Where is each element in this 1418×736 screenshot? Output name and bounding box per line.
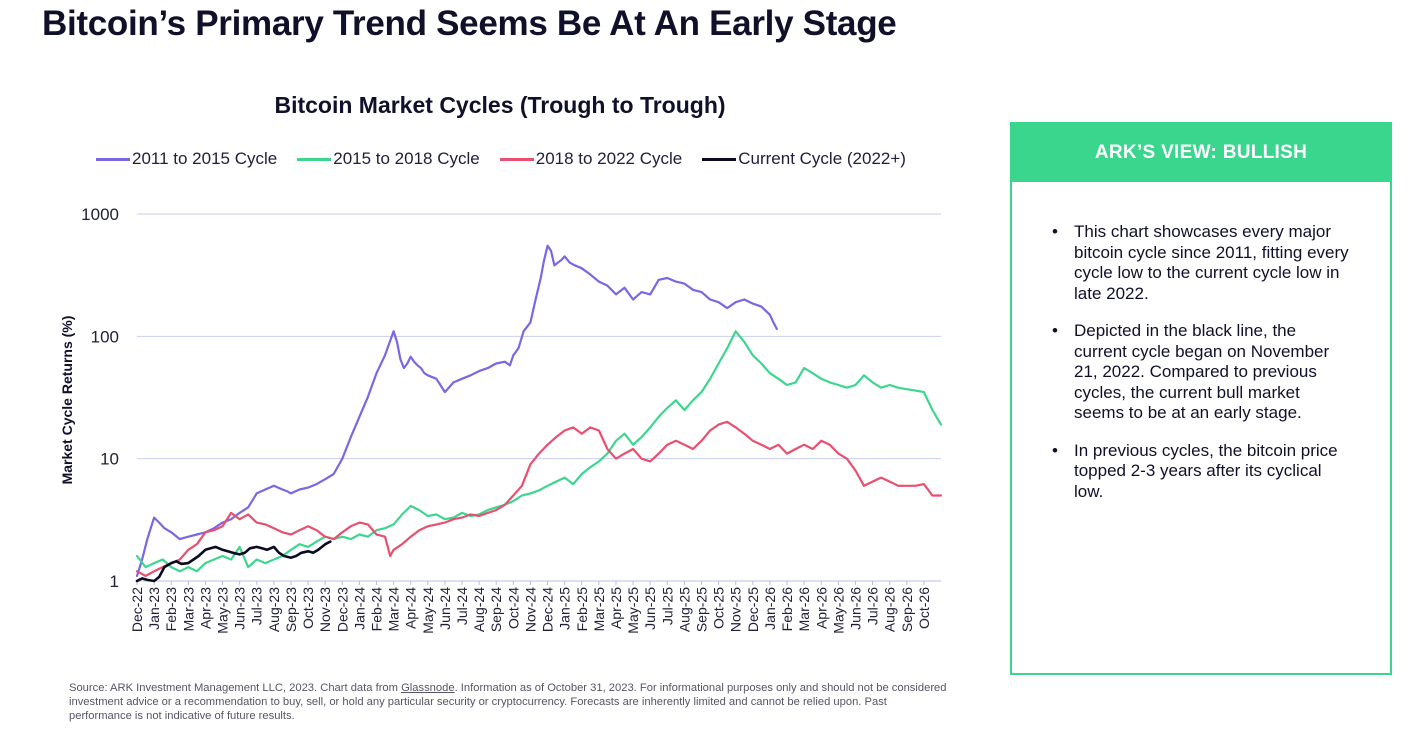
glassnode-link[interactable]: Glassnode — [401, 682, 455, 694]
x-tick-label-Nov-24: Nov-24 — [522, 587, 538, 632]
source-suffix: . Information as of October 31, 2023. Fo… — [69, 682, 947, 722]
x-tick-label-Jul-23: Jul-23 — [249, 587, 265, 625]
x-tick-label-Sep-25: Sep-25 — [694, 587, 710, 632]
chart-title: Bitcoin Market Cycles (Trough to Trough) — [274, 92, 726, 118]
x-tick-label-Mar-24: Mar-24 — [386, 587, 402, 632]
x-tick-label-Sep-26: Sep-26 — [899, 587, 915, 632]
x-tick-label-Jul-25: Jul-25 — [659, 587, 675, 625]
x-tick-label-Aug-26: Aug-26 — [882, 587, 898, 632]
x-tick-label-Apr-23: Apr-23 — [197, 587, 213, 629]
legend-item-2018: 2018 to 2022 Cycle — [499, 149, 683, 169]
x-tick-label-Oct-26: Oct-26 — [916, 587, 932, 629]
x-tick-label-Apr-24: Apr-24 — [403, 587, 419, 629]
x-tick-label-Jun-23: Jun-23 — [232, 587, 248, 630]
series-line-2018-2022 — [135, 420, 943, 577]
x-tick-label-May-25: May-25 — [625, 587, 641, 634]
page-title: Bitcoin’s Primary Trend Seems Be At An E… — [42, 4, 897, 43]
series-line-2011-2015 — [135, 244, 778, 577]
x-tick-label-Apr-26: Apr-26 — [813, 587, 829, 629]
x-tick-label-Feb-24: Feb-24 — [368, 587, 384, 632]
x-tick-label-May-23: May-23 — [215, 587, 231, 634]
arks-view-panel: ARK’S VIEW: BULLISH This chart showcases… — [1010, 122, 1392, 675]
legend-label-2011: 2011 to 2015 Cycle — [132, 149, 278, 168]
x-tick-label-Jul-24: Jul-24 — [454, 587, 470, 625]
legend-swatch-2015 — [297, 157, 332, 161]
x-tick-label-Jun-24: Jun-24 — [437, 587, 453, 630]
chart-legend: 2011 to 2015 Cycle 2015 to 2018 Cycle 20… — [96, 149, 906, 169]
x-tick-label-Apr-25: Apr-25 — [608, 587, 624, 629]
source-note: Source: ARK Investment Management LLC, 2… — [69, 681, 949, 723]
legend-swatch-current — [702, 157, 737, 161]
x-tick-label-Dec-25: Dec-25 — [745, 587, 761, 632]
y-tick-label-10: 10 — [100, 450, 119, 469]
legend-item-2011: 2011 to 2015 Cycle — [96, 149, 277, 169]
x-tick-label-Feb-26: Feb-26 — [779, 587, 795, 632]
x-tick-label-Oct-24: Oct-24 — [505, 587, 521, 629]
legend-swatch-2011 — [96, 157, 130, 161]
x-tick-label-Feb-25: Feb-25 — [574, 587, 590, 632]
x-tick-label-Jan-24: Jan-24 — [351, 587, 367, 630]
x-tick-label-Jun-26: Jun-26 — [847, 587, 863, 630]
y-tick-label-100: 100 — [91, 327, 119, 346]
x-tick-label-Nov-25: Nov-25 — [728, 587, 744, 632]
legend-label-current: Current Cycle (2022+) — [738, 149, 906, 168]
x-tick-label-Mar-25: Mar-25 — [591, 587, 607, 632]
x-tick-label-Aug-24: Aug-24 — [471, 587, 487, 632]
x-tick-label-Jul-26: Jul-26 — [865, 587, 881, 625]
x-tick-label-Nov-23: Nov-23 — [317, 587, 333, 632]
x-tick-label-Jan-25: Jan-25 — [557, 587, 573, 630]
x-tick-label-Jan-23: Jan-23 — [146, 587, 162, 630]
legend-label-2015: 2015 to 2018 Cycle — [333, 149, 480, 168]
chart-plot: 1 10 100 1000 Dec-22 Jan-23 Feb-23 Mar-23 Apr-23… — [81, 205, 943, 634]
y-tick-label-1: 1 — [110, 572, 119, 591]
arks-view-header: ARK’S VIEW: BULLISH — [1012, 124, 1390, 182]
view-bullet-1: This chart showcases every major bitcoin… — [1052, 222, 1350, 304]
x-tick-label-Dec-24: Dec-24 — [540, 587, 556, 632]
arks-view-list: This chart showcases every major bitcoin… — [1012, 182, 1390, 502]
series-line-2015-2018 — [135, 330, 943, 573]
view-bullet-2: Depicted in the black line, the current … — [1052, 321, 1350, 424]
legend-label-2018: 2018 to 2022 Cycle — [535, 149, 683, 168]
x-tick-label-Mar-26: Mar-26 — [796, 587, 812, 632]
x-tick-label-Jun-25: Jun-25 — [642, 587, 658, 630]
series-line-current — [135, 540, 332, 583]
x-tick-label-Sep-23: Sep-23 — [283, 587, 299, 632]
source-prefix: Source: ARK Investment Management LLC, 2… — [69, 682, 402, 694]
x-tick-label-Aug-23: Aug-23 — [266, 587, 282, 632]
x-tick-label-Oct-23: Oct-23 — [300, 587, 316, 629]
x-tick-label-Jan-26: Jan-26 — [762, 587, 778, 630]
legend-swatch-2018 — [499, 157, 534, 161]
x-tick-label-Mar-23: Mar-23 — [180, 587, 196, 632]
x-tick-label-May-24: May-24 — [420, 587, 436, 634]
x-tick-label-Oct-25: Oct-25 — [711, 587, 727, 629]
view-bullet-3: In previous cycles, the bitcoin price to… — [1052, 441, 1350, 503]
x-tick-label-Aug-25: Aug-25 — [676, 587, 692, 632]
x-tick-label-Dec-23: Dec-23 — [334, 587, 350, 632]
x-tick-label-Dec-22: Dec-22 — [129, 587, 145, 632]
legend-item-2015: 2015 to 2018 Cycle — [297, 149, 480, 169]
x-tick-label-May-26: May-26 — [830, 587, 846, 634]
y-tick-label-1000: 1000 — [81, 205, 119, 224]
x-tick-label-Feb-23: Feb-23 — [163, 587, 179, 632]
legend-item-current: Current Cycle (2022+) — [702, 149, 906, 169]
x-tick-label-Sep-24: Sep-24 — [488, 587, 504, 632]
